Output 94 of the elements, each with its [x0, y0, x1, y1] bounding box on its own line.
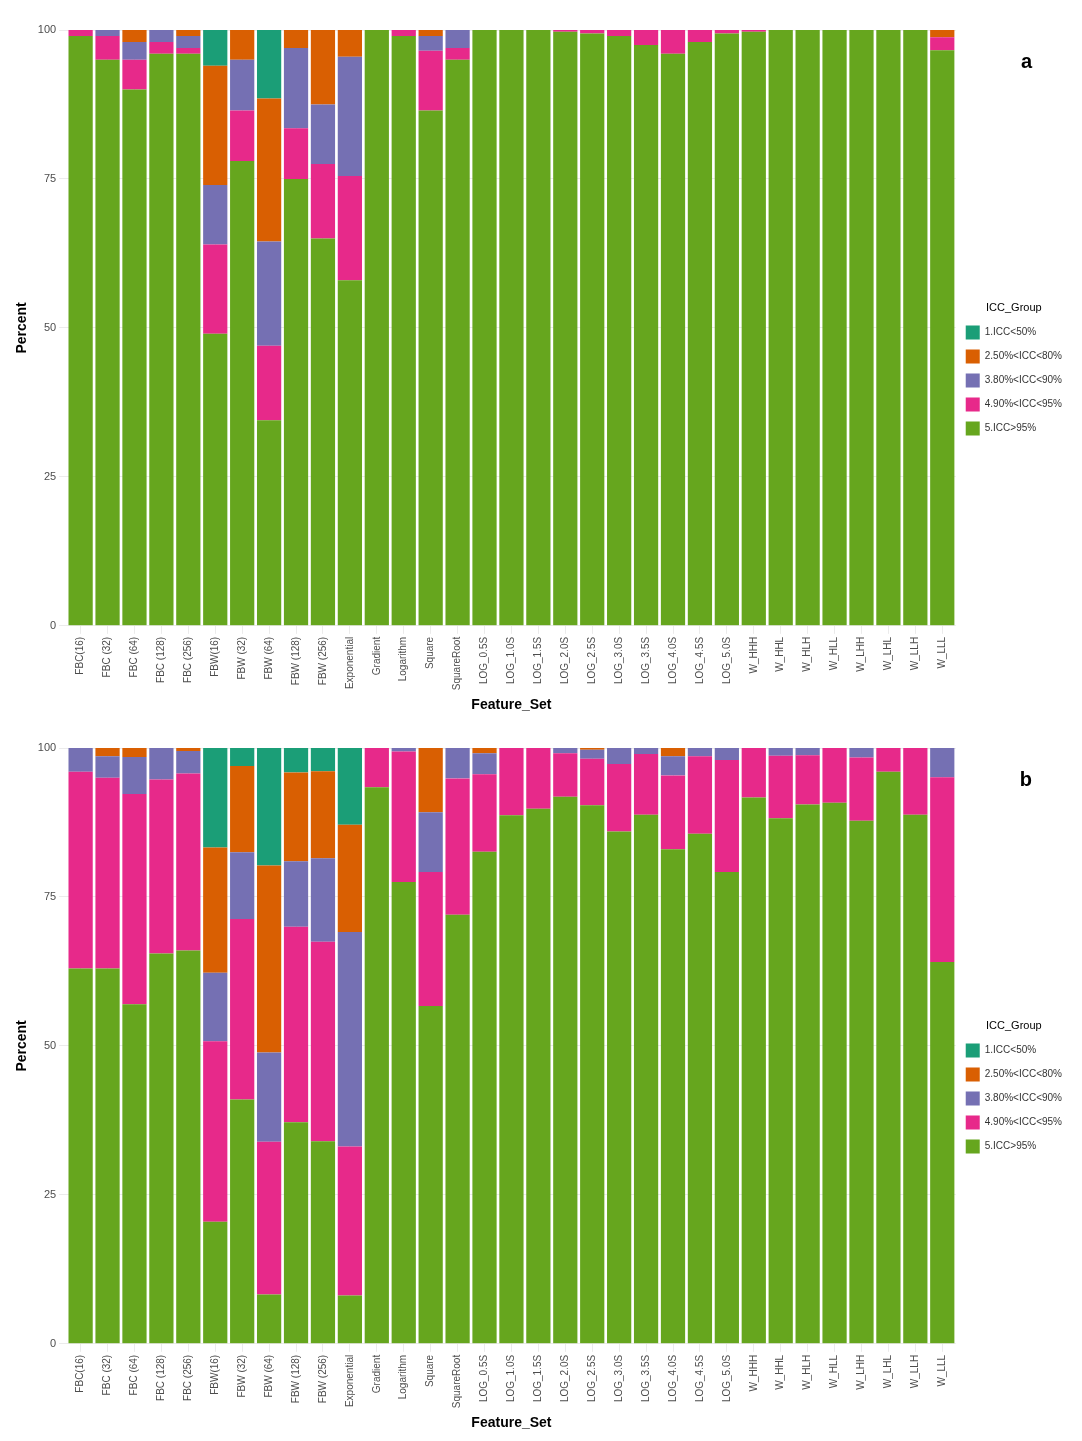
y-tick-label: 50 [43, 1038, 57, 1051]
x-tick-label: W_LLL [936, 1354, 948, 1387]
y-tick-label: 100 [37, 741, 57, 754]
x-tick-label: Logarithm [397, 636, 409, 682]
x-tick-label: LOG_1.0S [505, 636, 517, 685]
y-tick-label: 75 [43, 171, 57, 184]
x-tick-label: FBW (256) [316, 1354, 328, 1404]
x-tick-label: FBC (128) [155, 1354, 167, 1401]
legend-label: 2.50%<ICC<80% [984, 350, 1063, 362]
y-tick-label: 0 [50, 618, 57, 631]
x-tick-label: LOG_4.0S [666, 636, 678, 685]
x-tick-label: FBC (256) [182, 1354, 194, 1401]
x-tick-label: W_LHL [882, 1354, 894, 1389]
x-tick-label: W_HHH [747, 1354, 759, 1392]
y-tick-label: 75 [43, 889, 57, 902]
x-tick-label: LOG_0.5S [478, 636, 490, 685]
text: b [1019, 768, 1032, 791]
text: a [1020, 50, 1032, 73]
y-tick-label: 50 [43, 320, 57, 333]
x-tick-label: FBW (128) [289, 636, 301, 686]
x-tick-label: LOG_2.0S [559, 636, 571, 685]
x-tick-label: W_LLH [909, 1354, 921, 1389]
legend-label: 4.90%<ICC<95% [984, 398, 1063, 410]
x-tick-label: W_HHL [774, 636, 786, 672]
x-tick-label: W_HLL [828, 636, 840, 671]
legend-label: 3.80%<ICC<90% [984, 1092, 1063, 1104]
y-tick-label: 0 [50, 1336, 57, 1349]
legend-title: ICC_Group [986, 1018, 1042, 1031]
legend-label: 3.80%<ICC<90% [984, 374, 1063, 386]
x-tick-label: FBC (256) [182, 636, 194, 683]
x-tick-label: W_HLH [801, 636, 813, 672]
x-tick-label: W_LHL [882, 636, 894, 671]
x-tick-label: LOG_0.5S [478, 1354, 490, 1403]
x-tick-label: LOG_1.5S [532, 636, 544, 685]
x-tick-label: FBW (64) [262, 1354, 274, 1398]
x-tick-label: Gradient [370, 636, 382, 676]
x-tick-label: FBC (32) [101, 636, 113, 678]
legend-label: 1.ICC<50% [984, 326, 1037, 338]
x-tick-label: LOG_2.0S [559, 1354, 571, 1403]
x-tick-label: LOG_1.5S [532, 1354, 544, 1403]
x-tick-label: Square [424, 636, 436, 670]
x-tick-label: FBW (32) [235, 1354, 247, 1398]
x-axis-title: Feature_Set [471, 696, 552, 713]
x-tick-label: LOG_4.5S [693, 636, 705, 685]
x-tick-label: W_HLL [828, 1354, 840, 1389]
x-tick-label: W_LLH [909, 636, 921, 671]
legend-label: 4.90%<ICC<95% [984, 1116, 1063, 1128]
x-tick-label: Logarithm [397, 1354, 409, 1400]
x-tick-label: SquareRoot [451, 636, 463, 691]
x-tick-label: LOG_4.5S [693, 1354, 705, 1403]
x-tick-label: Exponential [343, 1354, 355, 1408]
x-tick-label: W_HHH [747, 636, 759, 674]
x-tick-label: LOG_4.0S [666, 1354, 678, 1403]
x-tick-label: FBW(16) [209, 1354, 220, 1395]
x-tick-label: W_LHH [855, 636, 867, 672]
y-tick-label: 25 [43, 469, 57, 482]
x-tick-label: LOG_3.0S [612, 636, 624, 685]
x-axis-title: Feature_Set [471, 1414, 552, 1431]
x-tick-label: FBW (64) [262, 636, 274, 680]
x-tick-label: FBC(16) [74, 636, 86, 675]
x-tick-label: LOG_3.5S [639, 636, 651, 685]
legend-label: 5.ICC>95% [984, 1140, 1037, 1152]
x-tick-label: LOG_3.0S [612, 1354, 624, 1403]
x-tick-label: FBC (64) [128, 636, 140, 678]
legend-label: 1.ICC<50% [984, 1044, 1037, 1056]
x-tick-label: LOG_3.5S [639, 1354, 651, 1403]
y-axis-title: Percent [13, 301, 30, 354]
x-tick-label: LOG_5.0S [720, 636, 732, 685]
y-axis-title: Percent [13, 1019, 30, 1072]
x-tick-label: W_HLH [801, 1354, 813, 1390]
x-tick-label: W_HHL [774, 1354, 786, 1390]
x-tick-label: LOG_2.5S [585, 1354, 597, 1403]
x-tick-label: FBW (128) [289, 1354, 301, 1404]
x-tick-label: FBW (256) [316, 636, 328, 686]
x-tick-label: Exponential [343, 636, 355, 690]
x-tick-label: FBW(16) [209, 636, 220, 677]
x-tick-label: FBC(16) [74, 1354, 86, 1393]
legend-title: ICC_Group [986, 300, 1042, 313]
legend-label: 5.ICC>95% [984, 422, 1037, 434]
y-tick-label: 100 [37, 23, 57, 36]
y-tick-label: 25 [43, 1187, 57, 1200]
x-tick-label: LOG_1.0S [505, 1354, 517, 1403]
x-tick-label: W_LHH [855, 1354, 867, 1390]
x-tick-label: SquareRoot [451, 1354, 463, 1409]
x-tick-label: FBW (32) [235, 636, 247, 680]
x-tick-label: FBC (32) [101, 1354, 113, 1396]
x-tick-label: Gradient [370, 1354, 382, 1394]
x-tick-label: FBC (128) [155, 636, 167, 683]
x-tick-label: LOG_2.5S [585, 636, 597, 685]
x-tick-label: FBC (64) [128, 1354, 140, 1396]
x-tick-label: W_LLL [936, 636, 948, 669]
x-tick-label: LOG_5.0S [720, 1354, 732, 1403]
legend-label: 2.50%<ICC<80% [984, 1068, 1063, 1080]
x-tick-label: Square [424, 1354, 436, 1388]
